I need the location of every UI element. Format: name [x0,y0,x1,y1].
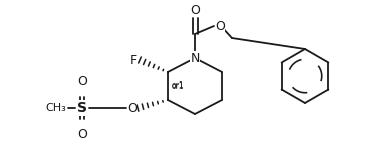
Text: O: O [77,128,87,141]
Text: CH₃: CH₃ [45,103,66,113]
Text: or1: or1 [172,82,185,91]
Text: F: F [130,54,137,67]
Text: S: S [77,101,87,115]
Text: N: N [190,52,200,64]
Text: O: O [77,75,87,88]
Text: O: O [127,102,137,114]
Text: O: O [215,19,225,33]
Text: O: O [190,4,200,17]
Text: or1: or1 [172,81,185,90]
